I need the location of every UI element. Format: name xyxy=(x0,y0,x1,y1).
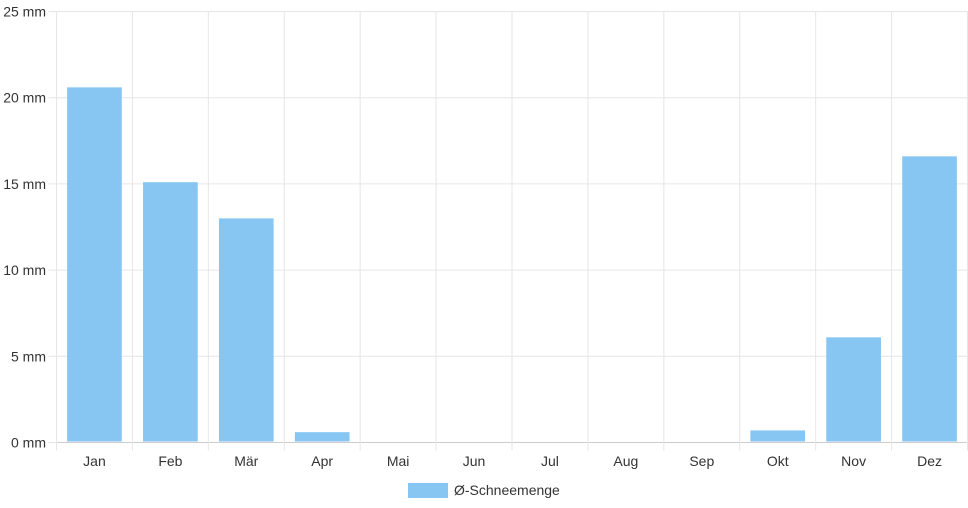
y-tick-label: 10 mm xyxy=(3,262,46,278)
bar-Feb[interactable] xyxy=(143,182,198,442)
legend[interactable]: Ø-Schneemenge xyxy=(408,482,560,498)
bar-Jan[interactable] xyxy=(67,87,122,442)
bars-layer xyxy=(67,87,957,442)
x-axis-labels: Jan Feb Mär Apr Mai Jun Jul Aug Sep Okt Nov Dez xyxy=(83,453,942,469)
bar-Dez[interactable] xyxy=(902,156,957,442)
bar-Okt[interactable] xyxy=(750,430,806,442)
x-tick-label: Jan xyxy=(83,453,106,469)
x-tick-label: Nov xyxy=(841,453,866,469)
y-tick-label: 25 mm xyxy=(3,4,46,20)
x-tick-label: Feb xyxy=(158,453,182,469)
y-tick-label: 5 mm xyxy=(11,348,46,364)
x-tick-label: Aug xyxy=(613,453,638,469)
y-tick-label: 0 mm xyxy=(11,435,46,451)
x-tick-label: Mär xyxy=(234,453,258,469)
y-tick-label: 20 mm xyxy=(3,90,46,106)
y-tick-label: 15 mm xyxy=(3,176,46,192)
bar-Mär[interactable] xyxy=(218,218,274,442)
legend-label[interactable]: Ø-Schneemenge xyxy=(454,482,560,498)
bar-Nov[interactable] xyxy=(826,337,881,442)
x-tick-label: Apr xyxy=(311,453,333,469)
legend-swatch[interactable] xyxy=(408,483,448,498)
y-axis-labels: 0 mm 5 mm 10 mm 15 mm 20 mm 25 mm xyxy=(3,4,46,451)
x-tick-label: Sep xyxy=(689,453,714,469)
x-tick-label: Okt xyxy=(767,453,789,469)
x-tick-label: Jul xyxy=(541,453,559,469)
x-tick-label: Jun xyxy=(463,453,486,469)
bar-Apr[interactable] xyxy=(294,432,350,442)
x-tick-label: Mai xyxy=(387,453,410,469)
x-tick-label: Dez xyxy=(917,453,942,469)
